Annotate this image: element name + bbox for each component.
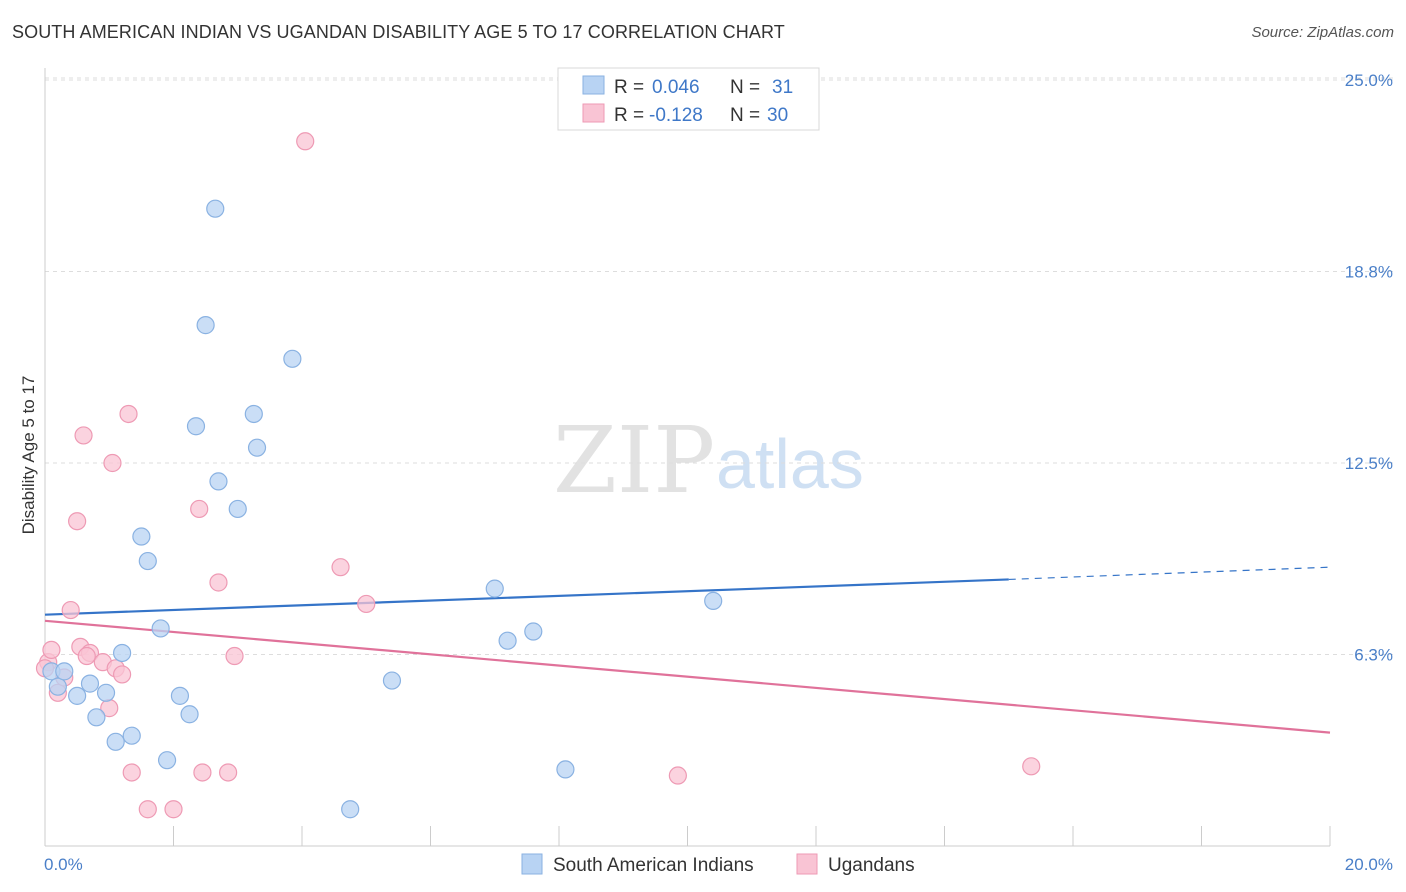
south-american-indians-point <box>228 499 247 519</box>
south-american-indians-point <box>556 760 575 779</box>
south-american-indians-point <box>132 527 151 546</box>
ugandans-point <box>193 763 212 782</box>
ugandans-point <box>296 132 315 151</box>
ugandans-point <box>77 646 96 666</box>
south-american-indians-point <box>341 800 360 819</box>
series-legend-swatch-pink <box>796 853 818 875</box>
south-american-indians-point <box>48 677 67 696</box>
south-american-indians-point <box>106 732 125 751</box>
south-american-indians-point <box>138 551 157 571</box>
watermark-atlas-text: atlas <box>716 425 864 503</box>
ugandans-point <box>209 573 228 592</box>
ugandans-point <box>357 594 376 614</box>
y-tick-label: 25.0% <box>1345 71 1393 90</box>
trend-line-south-american-indians-extension <box>1008 566 1331 581</box>
ugandans-point <box>225 646 244 666</box>
ugandans-point <box>122 763 141 782</box>
south-american-indians-point <box>157 751 177 770</box>
stats-legend-swatch-blue <box>582 75 605 95</box>
watermark: ZIP atlas <box>553 407 864 514</box>
stats-legend-n-value-blue: 31 <box>772 77 793 98</box>
chart-title: SOUTH AMERICAN INDIAN VS UGANDAN DISABIL… <box>12 22 785 42</box>
south-american-indians-point <box>524 622 543 641</box>
south-american-indians-point <box>80 674 100 693</box>
grid-lines <box>45 77 1393 655</box>
ugandans-point <box>61 600 80 620</box>
stats-legend-r-value-pink: -0.128 <box>649 105 703 126</box>
ugandans-point <box>164 800 183 819</box>
watermark-zip-text: ZIP <box>553 407 715 514</box>
x-tick-label-max: 20.0% <box>1345 855 1393 874</box>
y-axis-label: Disability Age 5 to 17 <box>19 376 38 535</box>
south-american-indians-point <box>55 662 74 681</box>
y-tick-labels: 6.3% 12.5% 18.8% 25.0% <box>1345 71 1393 665</box>
ugandans-point <box>219 763 238 782</box>
south-american-indians-point <box>122 726 141 745</box>
trend-line-south-american-indians <box>44 578 1009 616</box>
south-american-indians-point <box>244 404 263 424</box>
south-american-indians-point <box>112 643 132 663</box>
series-legend: South American Indians Ugandans <box>521 853 915 876</box>
stats-legend-r-label-pink: R = <box>614 105 644 126</box>
ugandans-point <box>68 512 87 531</box>
stats-legend-n-label-blue: N = <box>730 77 760 98</box>
series-legend-swatch-blue <box>521 853 543 875</box>
ugandans-point <box>331 558 350 577</box>
source-credit: Source: ZipAtlas.com <box>1251 24 1394 41</box>
ugandans-point <box>138 800 157 819</box>
trend-line-ugandans <box>44 619 1331 734</box>
south-american-indians-point <box>209 472 228 491</box>
south-american-indians-point <box>180 705 199 724</box>
x-tick-label-min: 0.0% <box>44 855 83 874</box>
south-american-indians-point <box>498 631 517 650</box>
ugandans-point <box>112 665 132 684</box>
ugandans-point <box>74 426 93 445</box>
y-tick-label: 6.3% <box>1354 646 1393 665</box>
ugandans-point <box>119 404 138 424</box>
south-american-indians-point <box>704 591 723 610</box>
stats-legend-n-label-pink: N = <box>730 105 760 126</box>
series-legend-label-pink: Ugandans <box>828 855 915 876</box>
ugandans-point <box>668 766 687 785</box>
south-american-indians-point <box>196 316 215 335</box>
trend-lines <box>44 566 1331 734</box>
stats-legend-r-value-blue: 0.046 <box>652 77 700 98</box>
south-american-indians-point <box>382 671 402 690</box>
south-american-indians-point <box>151 619 170 638</box>
ugandans-point <box>1022 757 1041 776</box>
south-american-indians-point <box>170 686 190 705</box>
x-ticks <box>44 826 1331 846</box>
south-american-indians-points <box>42 199 723 819</box>
south-american-indians-point <box>87 708 106 727</box>
south-american-indians-point <box>247 438 267 457</box>
south-american-indians-point <box>186 417 206 436</box>
south-american-indians-point <box>283 349 302 368</box>
stats-legend-r-label-blue: R = <box>614 77 644 98</box>
ugandans-point <box>42 640 61 660</box>
stats-legend-n-value-pink: 30 <box>767 105 788 126</box>
y-tick-label: 18.8% <box>1345 263 1393 282</box>
south-american-indians-point <box>68 686 87 705</box>
stats-legend: R = 0.046 N = 31 R = -0.128 N = 30 <box>557 67 820 131</box>
y-tick-label: 12.5% <box>1345 454 1393 473</box>
ugandans-point <box>103 453 122 473</box>
south-american-indians-point <box>96 683 116 702</box>
ugandans-point <box>190 499 209 519</box>
stats-legend-swatch-pink <box>582 103 605 123</box>
south-american-indians-point <box>485 579 504 598</box>
series-legend-label-blue: South American Indians <box>553 855 754 876</box>
south-american-indians-point <box>206 199 225 218</box>
